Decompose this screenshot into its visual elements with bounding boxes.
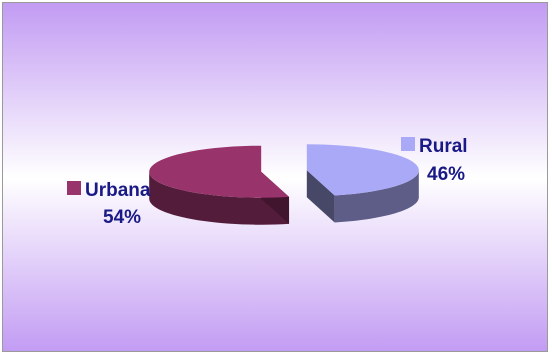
pie-slices [149, 144, 419, 225]
plot-background [3, 3, 547, 351]
slice-label-urbana: Urbana [85, 180, 151, 201]
slice-value-rural: 46% [427, 164, 465, 185]
chart-area: Urbana 54% Rural 46% [2, 2, 548, 352]
slice-rural [306, 144, 419, 196]
pie-labels: Urbana 54% Rural 46% [67, 136, 468, 228]
slice-urbana [149, 145, 290, 198]
slice-wall-rural [334, 170, 419, 223]
pie-chart: Urbana 54% Rural 46% [3, 3, 547, 351]
slice-side-rural-1 [306, 170, 335, 223]
slice-wall-urbana [149, 171, 290, 225]
slice-value-urbana: 54% [103, 207, 141, 228]
legend-swatch-rural [401, 137, 415, 151]
legend-swatch-urbana [67, 181, 81, 195]
slice-label-rural: Rural [419, 136, 468, 157]
